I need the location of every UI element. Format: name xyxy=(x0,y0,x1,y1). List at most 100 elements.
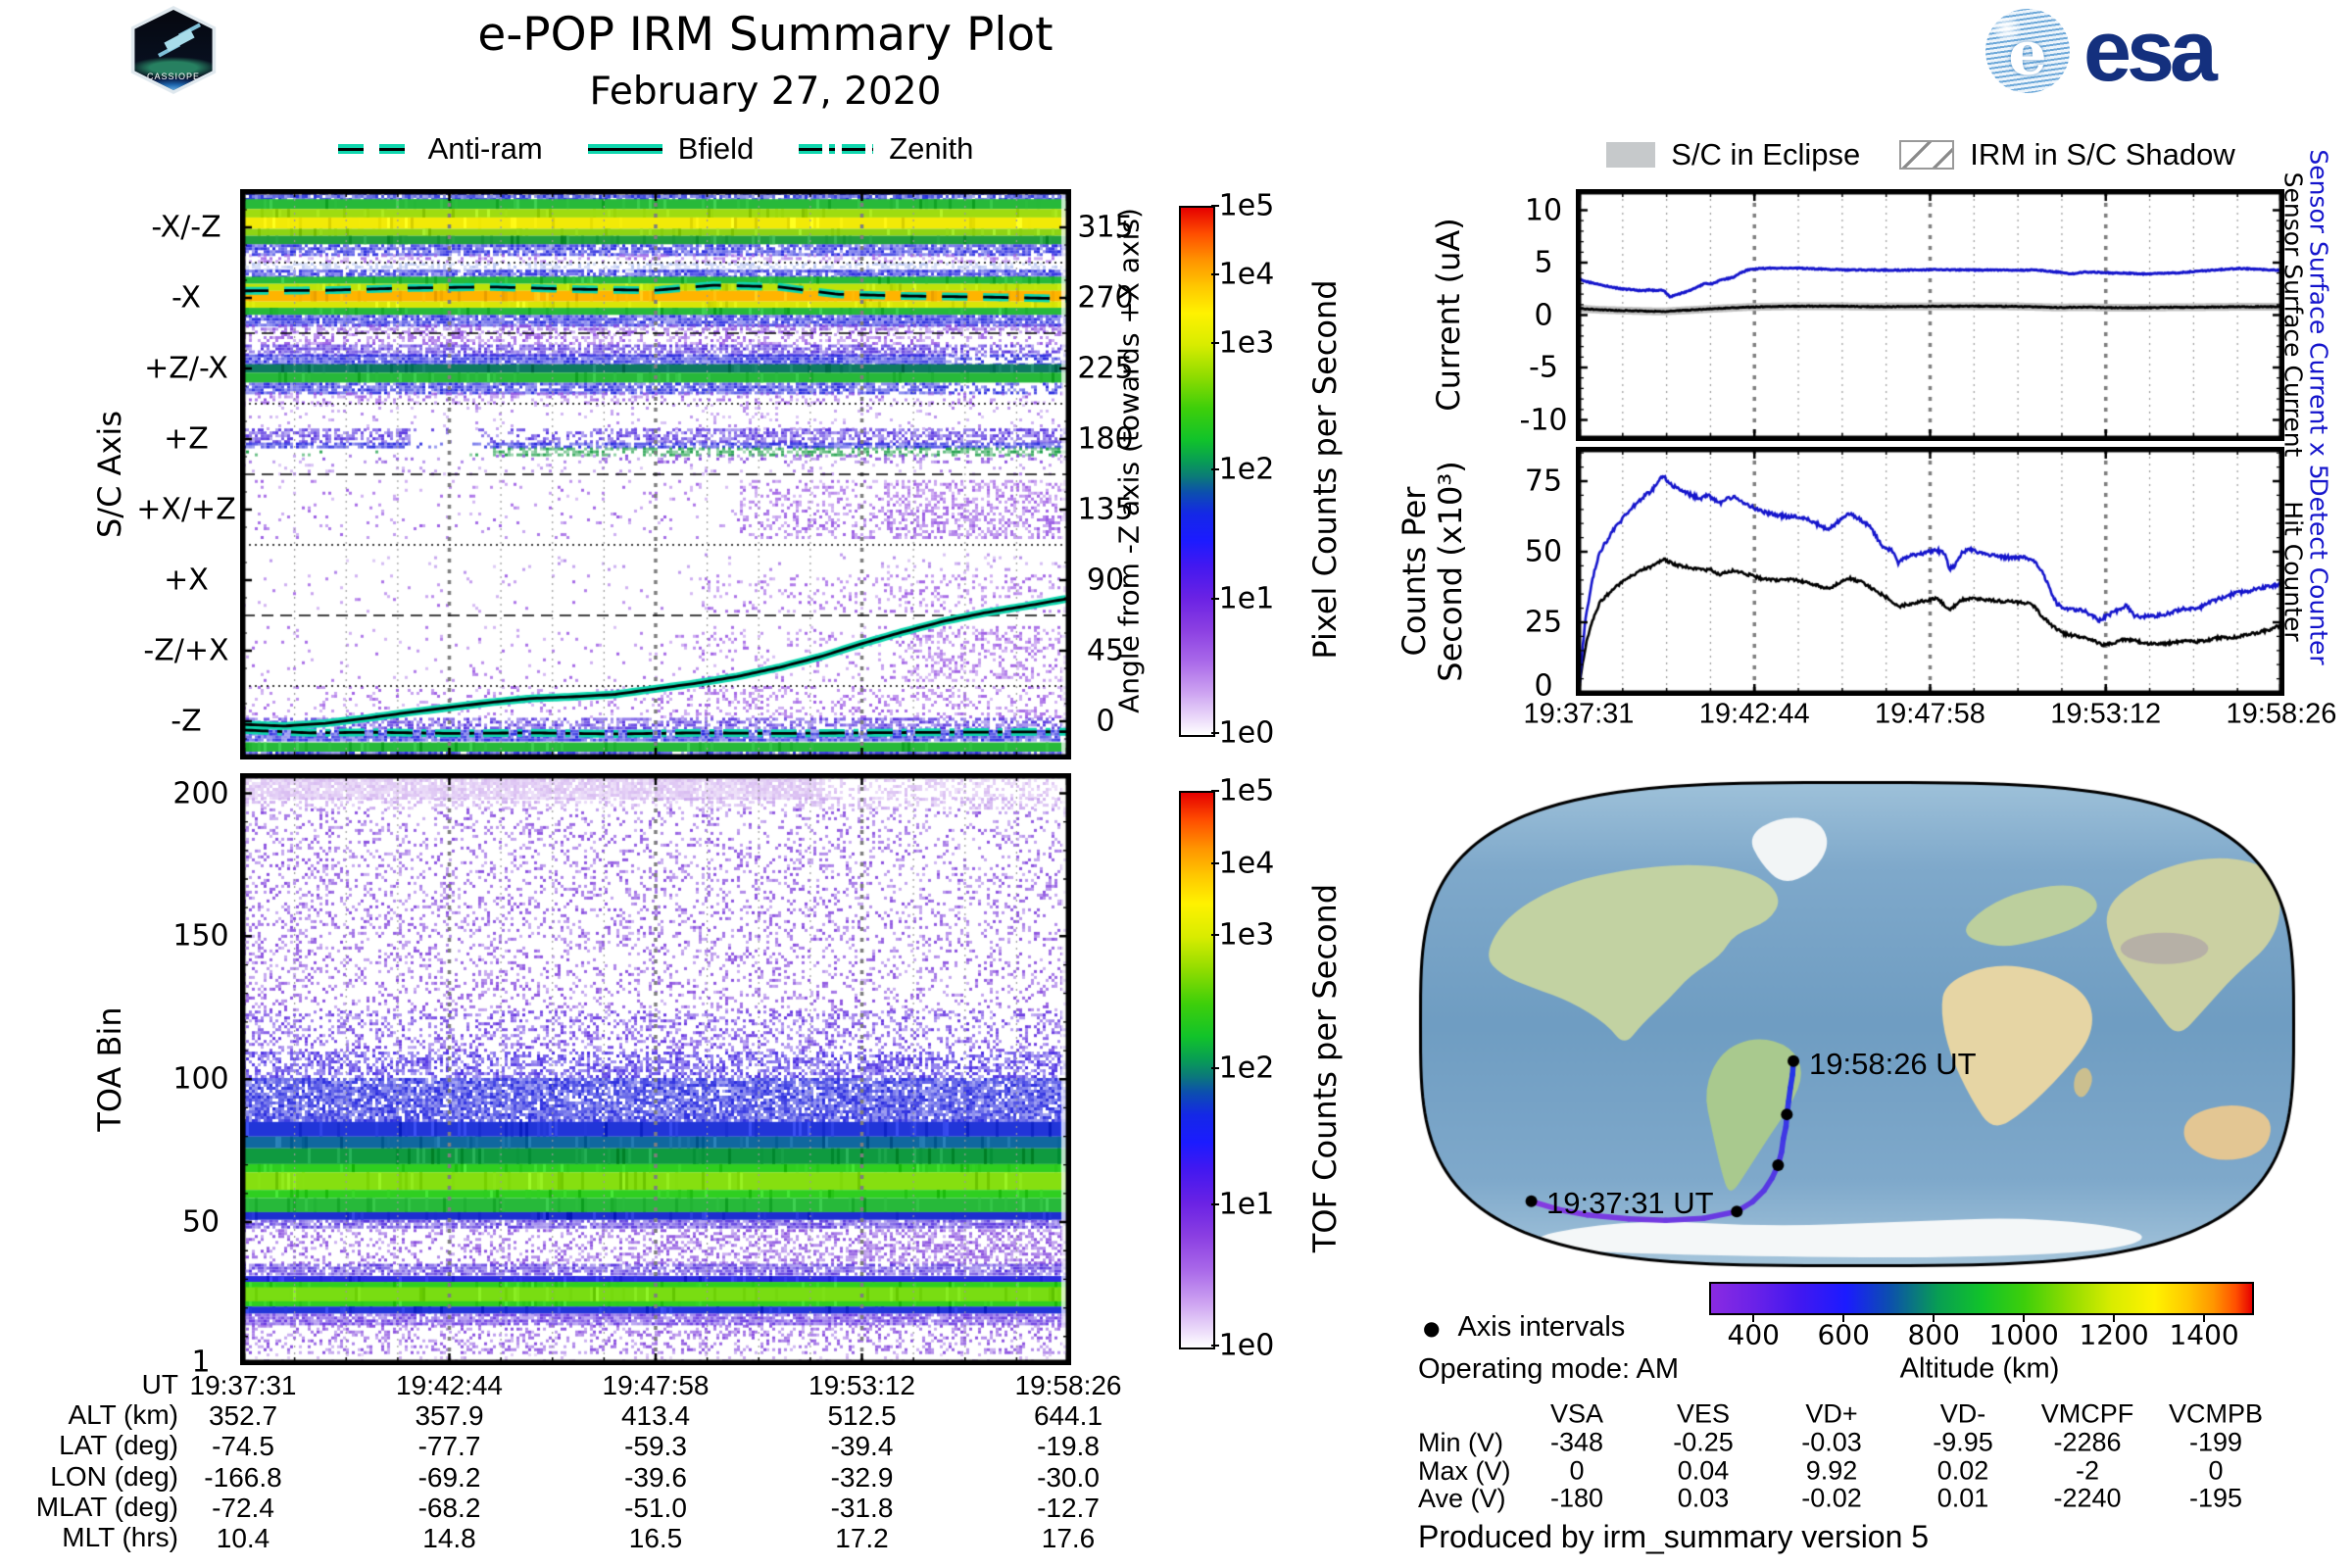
ephemeris-value: -12.7 xyxy=(1037,1492,1100,1523)
voltage-value: 0.04 xyxy=(1677,1455,1730,1485)
sp1-ytick: -Z/+X xyxy=(143,633,229,668)
axis-intervals-legend: ● Axis intervals xyxy=(1423,1311,1625,1344)
sp1-ytick: -X/-Z xyxy=(151,210,221,245)
counts-ytick: 0 xyxy=(1534,668,1553,704)
ground-track-map: 19:37:31 UT 19:58:26 UT xyxy=(1418,780,2296,1268)
solid-line-sample-icon xyxy=(587,144,662,154)
pixel-counts-colorbar xyxy=(1179,206,1215,737)
esa-globe-letter: e xyxy=(2008,17,2047,89)
sp1-right-tick: 270 xyxy=(1077,280,1134,316)
hatched-box-icon xyxy=(1899,140,1955,170)
colorbar-tick-mark xyxy=(1211,732,1219,734)
cb1-tick-label: 1e2 xyxy=(1218,452,1275,487)
eclipse-legend-label: S/C in Eclipse xyxy=(1671,137,1861,172)
colorbar-tick-mark xyxy=(1211,597,1219,600)
ephemeris-value: 19:53:12 xyxy=(808,1370,915,1400)
dashed-line-sample-icon xyxy=(337,144,413,154)
current-ytick: 10 xyxy=(1524,193,1563,227)
esa-wordmark: esa xyxy=(2083,2,2218,99)
counts-ytick: 50 xyxy=(1524,534,1563,569)
sp2-ytick: 50 xyxy=(181,1204,220,1240)
spectrogram-legend: Anti-ram Bfield Zenith xyxy=(243,129,1068,169)
altitude-tick-label: 1400 xyxy=(2169,1318,2239,1351)
sp1-right-tick: 225 xyxy=(1077,351,1134,386)
colorbar-tick-mark xyxy=(1211,1202,1219,1205)
voltage-value: 0.01 xyxy=(1936,1483,1989,1513)
colorbar-tick-mark xyxy=(1211,861,1219,864)
voltage-row-label: Min (V) xyxy=(1418,1428,1503,1457)
spec-legend-label: Anti-ram xyxy=(427,131,543,166)
spec-legend-label: Bfield xyxy=(677,131,755,166)
altitude-colorbar xyxy=(1709,1282,2254,1315)
sp2-ytick: 200 xyxy=(172,776,229,810)
sp1-right-tick: 315 xyxy=(1077,210,1134,245)
eclipse-legend: S/C in Eclipse IRM in S/C Shadow xyxy=(1529,135,2313,174)
altitude-tick-label: 1000 xyxy=(1988,1318,2059,1351)
ephemeris-value: 17.6 xyxy=(1041,1523,1096,1553)
cb2-tick-label: 1e5 xyxy=(1218,773,1275,808)
sample-core-line xyxy=(587,147,662,151)
sp1-right-tick: 90 xyxy=(1086,563,1125,598)
ephemeris-value: -51.0 xyxy=(624,1492,687,1523)
sp1-ytick: -Z xyxy=(171,704,202,739)
voltage-value: 0.02 xyxy=(1936,1455,1989,1485)
colorbar-tick-mark xyxy=(1211,205,1219,207)
voltage-column-header: VES xyxy=(1676,1398,1731,1429)
ephemeris-value: 17.2 xyxy=(835,1523,889,1553)
counts-plot-canvas xyxy=(1579,450,2281,693)
altitude-tick-mark xyxy=(2203,1313,2206,1322)
voltage-value: -2 xyxy=(2075,1455,2100,1485)
current-ytick: 0 xyxy=(1534,298,1553,332)
sp1-ytick: +Z/-X xyxy=(144,351,228,386)
spec-legend-item-bfield: Bfield xyxy=(587,131,755,167)
voltage-value: -195 xyxy=(2188,1483,2243,1513)
ephemeris-value: -32.9 xyxy=(830,1461,894,1493)
toa-spectrogram-canvas xyxy=(243,776,1068,1362)
cassiope-patch-label: CASSIOPE xyxy=(146,72,200,81)
voltage-column-header: VSA xyxy=(1549,1398,1604,1429)
sp2-ytick: 1 xyxy=(191,1345,211,1380)
voltage-column-header: VD+ xyxy=(1805,1398,1858,1429)
time-tick-label: 19:42:44 xyxy=(1698,698,1810,730)
ephemeris-value: 352.7 xyxy=(208,1400,278,1432)
ephemeris-value: 19:42:44 xyxy=(396,1370,503,1400)
cb2-tick-label: 1e0 xyxy=(1218,1328,1275,1363)
current-ytick: 5 xyxy=(1534,245,1553,280)
sp1-ytick: +X/+Z xyxy=(136,492,236,527)
produced-by-label: Produced by irm_summary version 5 xyxy=(1418,1519,1930,1554)
ephemeris-value: 19:47:58 xyxy=(602,1370,710,1400)
time-tick-label: 19:53:12 xyxy=(2050,698,2162,730)
time-tick-label: 19:37:31 xyxy=(1523,698,1635,730)
voltage-value: -2286 xyxy=(2053,1427,2122,1457)
gray-box-icon xyxy=(1606,142,1656,168)
voltage-value: 0 xyxy=(2208,1455,2224,1485)
spec-legend-item-anti-ram: Anti-ram xyxy=(337,131,543,167)
ephemeris-row-label: MLAT (deg) xyxy=(35,1491,178,1522)
voltage-column-header: VD- xyxy=(1939,1398,1986,1429)
sp2-ytick: 150 xyxy=(172,918,229,954)
ephemeris-value: -39.6 xyxy=(624,1461,687,1493)
altitude-tick-mark xyxy=(2113,1313,2116,1322)
spec-legend-item-zenith: Zenith xyxy=(799,131,973,167)
counts-ytick: 75 xyxy=(1524,464,1563,499)
voltage-value: -348 xyxy=(1549,1427,1604,1457)
colorbar-tick-mark xyxy=(1211,1345,1219,1347)
eclipse-legend-item-0: S/C in Eclipse xyxy=(1606,137,1860,172)
colorbar-tick-mark xyxy=(1211,341,1219,344)
ephemeris-value: 413.4 xyxy=(620,1400,691,1432)
cb1-tick-label: 1e3 xyxy=(1218,325,1275,361)
voltage-value: -9.95 xyxy=(1933,1427,1993,1457)
voltage-value: 0 xyxy=(1569,1455,1585,1485)
map-end-time-label: 19:58:26 UT xyxy=(1809,1047,1977,1081)
sp1-ytick: +Z xyxy=(164,421,209,457)
sample-core-line xyxy=(799,147,874,151)
ephemeris-row-label: MLT (hrs) xyxy=(62,1522,178,1552)
ephemeris-value: -30.0 xyxy=(1037,1461,1100,1493)
ephemeris-value: 14.8 xyxy=(422,1523,476,1553)
sp2-ytick: 100 xyxy=(172,1061,229,1097)
axis-intervals-label: Axis intervals xyxy=(1457,1311,1626,1343)
ephemeris-value: -69.2 xyxy=(417,1461,481,1493)
sp1-right-tick: 45 xyxy=(1086,633,1125,668)
